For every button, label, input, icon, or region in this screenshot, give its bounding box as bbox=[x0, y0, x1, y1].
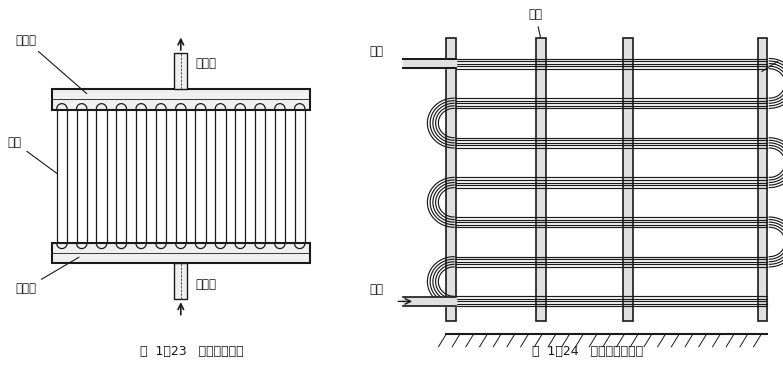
Text: 回气: 回气 bbox=[370, 45, 384, 58]
Text: 蛇形管: 蛇形管 bbox=[762, 45, 783, 72]
Bar bbox=[52, 89, 309, 110]
Bar bbox=[536, 38, 546, 321]
Text: 图  1－24   蛇形管式蒸发器: 图 1－24 蛇形管式蒸发器 bbox=[532, 345, 643, 358]
Bar bbox=[758, 38, 767, 321]
Bar bbox=[175, 263, 187, 299]
Text: 回气管: 回气管 bbox=[196, 57, 217, 70]
Text: 支架: 支架 bbox=[529, 8, 543, 38]
Text: 图  1－23   立管式蒸发器: 图 1－23 立管式蒸发器 bbox=[140, 345, 244, 358]
Text: 供液管: 供液管 bbox=[196, 278, 217, 291]
Bar bbox=[623, 38, 633, 321]
Text: 立管: 立管 bbox=[8, 136, 57, 173]
Bar bbox=[52, 243, 309, 263]
Text: 下横管: 下横管 bbox=[15, 257, 79, 295]
Text: 上横管: 上横管 bbox=[15, 34, 87, 93]
Text: 进液: 进液 bbox=[370, 283, 384, 296]
Bar bbox=[446, 38, 456, 321]
Bar bbox=[175, 53, 187, 89]
